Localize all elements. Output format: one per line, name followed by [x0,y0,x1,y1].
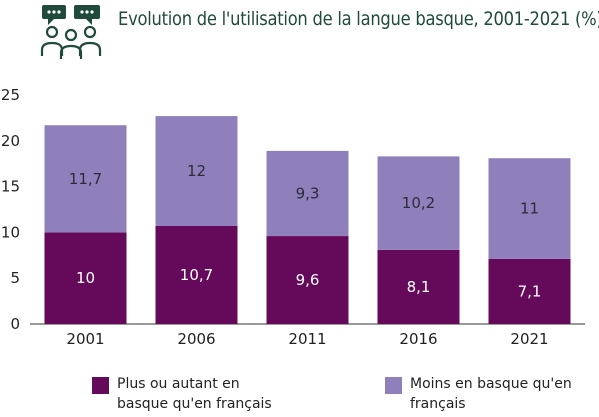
x-tick-label: 2001 [66,330,104,348]
data-label: 11,7 [69,170,102,188]
y-tick-label: 20 [1,132,20,150]
x-tick-label: 2021 [510,330,548,348]
data-label: 12 [187,162,206,180]
y-tick-label: 25 [1,86,20,104]
data-label: 10,7 [180,266,213,284]
people-speech-bubbles-icon [40,5,102,59]
y-tick-label: 5 [10,269,20,287]
data-label: 10 [76,269,95,287]
bar-moins-2016 [377,156,460,250]
legend-item-moins: Moins en basque qu'en français [385,374,575,414]
data-label: 10,2 [402,194,435,212]
legend-swatch-basque [92,377,109,394]
data-label: 11 [520,200,539,218]
data-label: 9,6 [296,271,320,289]
bar-moins-2001 [44,125,127,233]
x-tick-label: 2016 [399,330,437,348]
legend-swatch-moins [385,377,402,394]
y-tick-label: 15 [1,178,20,196]
data-label: 8,1 [407,278,431,296]
bar-basque-2021 [488,258,571,324]
data-label: 7,1 [518,282,542,300]
x-tick-label: 2006 [177,330,215,348]
bar-basque-2011 [266,236,349,324]
bar-moins-2011 [266,150,349,237]
bar-moins-2006 [155,116,238,226]
bar-basque-2006 [155,225,238,324]
y-tick-label: 0 [10,315,20,333]
stacked-bar-chart: 0 5 10 15 20 25 10 11,7 2001 10,7 12 2006 9,6 9,3 2011… [1,86,585,348]
legend-label-basque: Plus ou autant en basque qu'en français [117,376,272,412]
y-tick-label: 10 [1,223,20,241]
bar-basque-2016 [377,249,460,324]
chart-title: Evolution de l'utilisation de la langue … [118,8,599,30]
x-tick-label: 2011 [288,330,326,348]
bar-basque-2001 [44,232,127,324]
data-label: 9,3 [296,184,320,202]
legend-label-moins: Moins en basque qu'en français [410,376,572,412]
legend-item-basque: Plus ou autant en basque qu'en français [92,374,282,414]
bar-moins-2021 [488,158,571,259]
